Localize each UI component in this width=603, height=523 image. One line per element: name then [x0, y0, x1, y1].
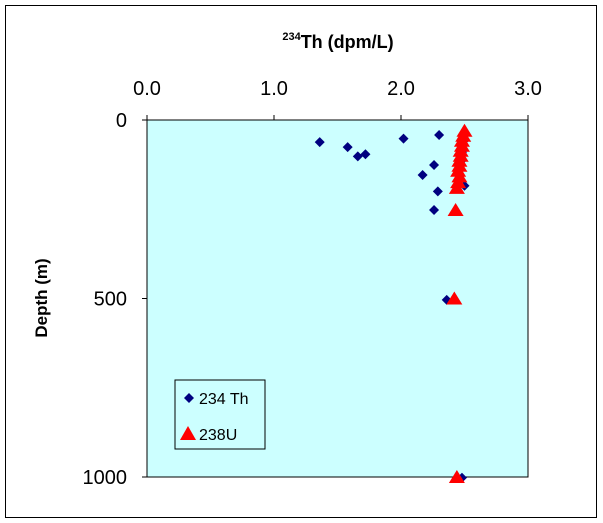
y-axis-ticks: 0 500 1000 — [83, 110, 147, 489]
y-tick-label: 500 — [94, 289, 127, 311]
data-point-238u — [448, 470, 465, 483]
x-tick-label: 0.0 — [133, 78, 161, 100]
data-point-238u — [447, 202, 464, 216]
data-point-234th — [398, 133, 409, 144]
data-point-238u — [446, 291, 463, 305]
data-point-234th — [429, 204, 440, 215]
y-axis-title: Depth (m) — [32, 258, 51, 337]
x-tick-label: 1.0 — [260, 78, 288, 100]
data-point-238u — [448, 180, 465, 194]
legend: 234 Th 238U — [174, 379, 266, 450]
data-point-234th — [434, 129, 445, 140]
legend-label-238u: 238U — [199, 427, 237, 444]
x-axis-title-main: Th (dpm/L) — [301, 32, 394, 52]
data-point-234th — [432, 186, 443, 197]
y-tick-label: 0 — [116, 110, 127, 132]
legend-triangle-marker — [180, 426, 196, 440]
data-point-238u — [450, 175, 467, 189]
x-axis-title-superscript: 234 — [282, 31, 301, 43]
x-tick-label: 2.0 — [387, 78, 415, 100]
x-axis-title: 234Th (dpm/L) — [282, 31, 393, 52]
data-point-234th — [417, 169, 428, 180]
y-tick-label: 1000 — [83, 467, 128, 489]
x-tick-label: 3.0 — [514, 78, 542, 100]
data-point-234th — [342, 142, 353, 153]
data-point-234th — [314, 137, 325, 148]
series-238u-points — [446, 123, 473, 483]
data-point-234th — [352, 151, 363, 162]
data-point-234th — [360, 149, 371, 160]
x-axis-ticks: 0.0 1.0 2.0 3.0 — [133, 78, 542, 120]
data-point-238u — [451, 169, 468, 183]
legend-diamond-marker — [184, 393, 194, 403]
data-point-238u — [450, 163, 467, 177]
legend-label-234th: 234 Th — [199, 391, 249, 408]
data-point-234th — [429, 159, 440, 170]
